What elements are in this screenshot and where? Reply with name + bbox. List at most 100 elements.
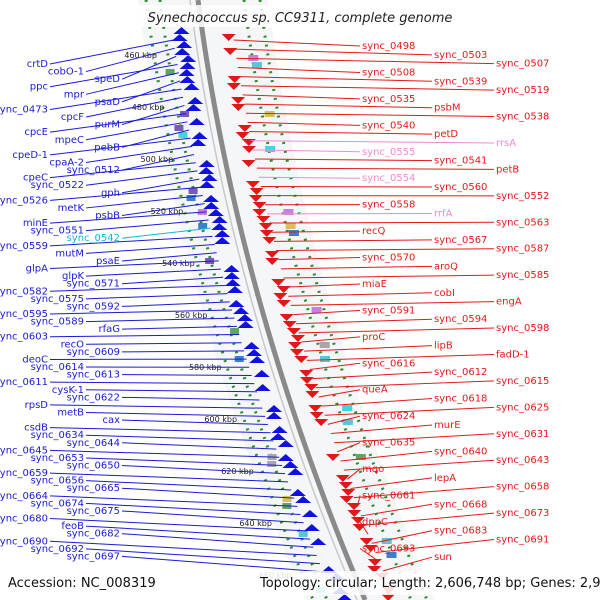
callout-line-right xyxy=(315,380,495,389)
forward-gene-arrow xyxy=(176,41,193,48)
callout-line-right xyxy=(356,495,361,507)
forward-gene-arrow xyxy=(171,34,188,41)
reverse-gene-arrow xyxy=(289,349,304,356)
gene-label-right: sync_0615 xyxy=(496,376,549,387)
callout-line-right xyxy=(304,345,433,352)
callout-line-right xyxy=(321,398,433,407)
gene-label-left: glpK xyxy=(62,271,84,282)
reverse-gene-arrow xyxy=(259,230,274,237)
forward-gene-arrow xyxy=(270,433,287,440)
gene-label-right: sun xyxy=(434,552,452,563)
gene-label-right: sync_0503 xyxy=(434,50,487,61)
gene-label-left: recO xyxy=(61,339,85,350)
reverse-gene-arrow xyxy=(286,328,301,335)
gene-label-left: cobO-1 xyxy=(48,67,84,78)
callout-line-right xyxy=(327,415,361,425)
callout-line-right xyxy=(254,158,433,162)
callout-line-left xyxy=(121,154,195,171)
gene-label-left: sync_0659 xyxy=(0,468,48,479)
gene-label-right: sync_0612 xyxy=(434,367,487,378)
gene-label-right: murE xyxy=(434,420,461,431)
kbp-tick-label: 560 kbp xyxy=(175,311,208,320)
gene-label-left: sync_0645 xyxy=(0,445,48,456)
annotation-block xyxy=(386,552,397,558)
annotation-block xyxy=(174,125,184,131)
callout-line-left xyxy=(85,219,209,232)
callout-line-right xyxy=(251,140,495,144)
forward-gene-arrow xyxy=(214,230,231,237)
forward-gene-arrow xyxy=(228,300,245,307)
gene-label-right: sync_0535 xyxy=(362,94,415,105)
callout-line-right xyxy=(234,48,433,56)
gene-label-right: psbM xyxy=(434,103,461,114)
gene-label-right: sync_0552 xyxy=(496,191,549,202)
callout-line-left xyxy=(121,252,217,262)
forward-gene-arrow xyxy=(282,461,299,468)
gene-label-right: sync_0594 xyxy=(434,314,487,325)
gene-label-left: sync_0614 xyxy=(31,362,84,373)
callout-line-left xyxy=(121,80,181,103)
right-callout-lines xyxy=(233,39,495,572)
gene-label-left: sync_0656 xyxy=(31,476,84,487)
gene-label-left: mpeC xyxy=(55,135,84,146)
callout-line-left xyxy=(49,211,207,224)
callout-line-left xyxy=(49,540,317,556)
callout-line-right xyxy=(350,477,433,489)
reverse-gene-arrow xyxy=(288,342,303,349)
gene-label-right: sync_0673 xyxy=(496,508,549,519)
callout-line-right xyxy=(269,221,495,224)
forward-gene-arrow xyxy=(201,174,218,181)
gene-label-left: csdB xyxy=(24,423,48,434)
reverse-gene-arrow xyxy=(241,160,256,167)
forward-gene-arrow xyxy=(310,538,327,545)
gene-label-left: sync_0680 xyxy=(0,514,48,525)
gene-label-right: sync_0625 xyxy=(496,402,549,413)
annotation-block xyxy=(320,356,331,362)
gene-label-left: sync_0592 xyxy=(67,301,120,312)
gene-label-left: sync_0650 xyxy=(67,461,120,472)
callout-line-right xyxy=(233,39,361,47)
reverse-gene-arrow xyxy=(242,146,257,153)
gene-label-right: sync_0498 xyxy=(362,41,415,52)
reverse-gene-arrow xyxy=(367,566,382,573)
annotation-block xyxy=(285,223,296,229)
gene-label-left: cysK-1 xyxy=(52,385,84,396)
forward-gene-arrow xyxy=(295,496,312,503)
gene-label-left: mpr xyxy=(64,89,85,100)
callout-line-right xyxy=(309,362,361,370)
gene-label-right: proC xyxy=(362,332,385,343)
annotation-block xyxy=(178,132,188,138)
reverse-gene-arrow xyxy=(265,251,280,258)
callout-line-left xyxy=(85,389,257,393)
gene-label-left: psaE xyxy=(96,256,120,267)
callout-line-left xyxy=(49,427,271,434)
gene-label-left: minE xyxy=(23,218,48,229)
reverse-gene-arrow xyxy=(248,195,263,202)
gene-label-right: sync_0508 xyxy=(362,67,415,78)
callout-line-right xyxy=(340,450,433,462)
reverse-gene-arrow xyxy=(304,384,319,391)
gene-label-left: sync_0692 xyxy=(31,544,84,555)
annotation-block xyxy=(165,69,175,75)
callout-line-left xyxy=(49,235,213,247)
callout-line-left xyxy=(121,465,286,475)
callout-line-left xyxy=(121,487,295,499)
gene-label-left: sync_0571 xyxy=(67,279,120,290)
callout-line-right xyxy=(285,283,361,288)
gene-label-right: sync_0507 xyxy=(496,59,549,70)
gene-label-left: psaD xyxy=(95,97,121,108)
gene-label-right: sync_0555 xyxy=(362,147,415,158)
reverse-gene-arrow xyxy=(299,370,314,377)
callout-line-right xyxy=(278,257,361,261)
gene-label-left: psbB xyxy=(95,211,120,222)
callout-line-right xyxy=(334,433,495,444)
reverse-gene-arrow xyxy=(276,300,291,307)
gene-label-right: rrfA xyxy=(434,208,453,219)
callout-line-left xyxy=(49,381,255,385)
gene-label-left: cpeC xyxy=(23,173,48,184)
reverse-gene-arrow xyxy=(294,356,309,363)
reverse-gene-arrow xyxy=(363,545,378,552)
callout-line-left xyxy=(121,301,230,307)
reverse-gene-arrow xyxy=(235,132,250,139)
